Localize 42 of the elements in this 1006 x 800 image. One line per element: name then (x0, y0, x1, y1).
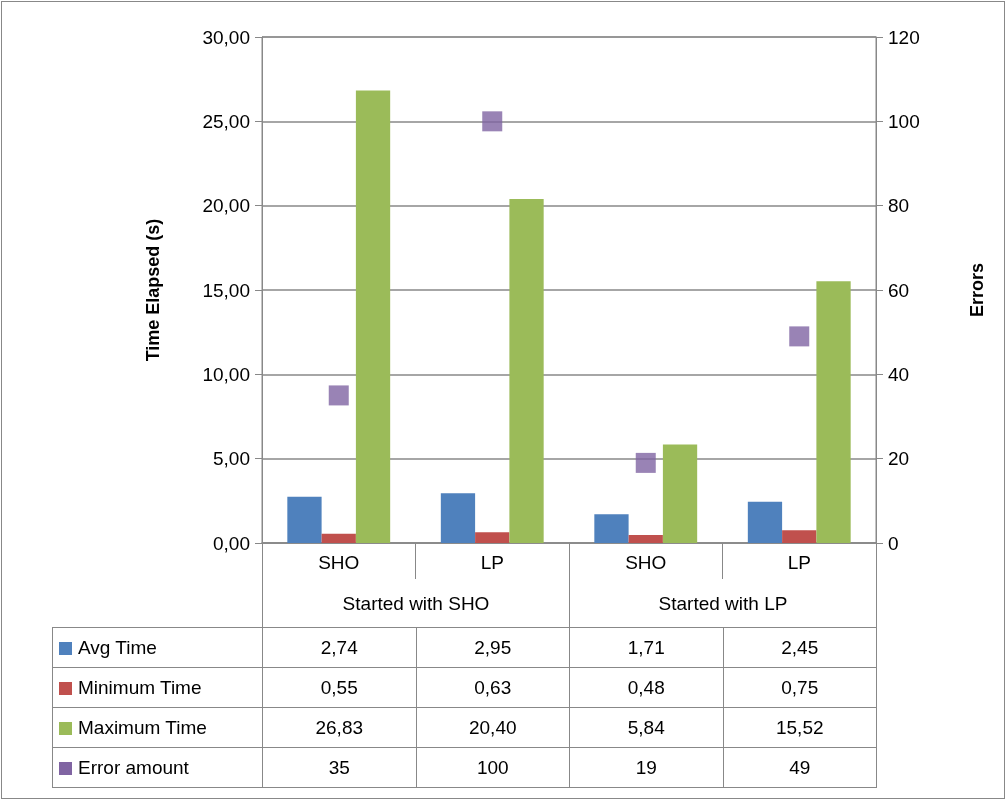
x-tick-label: SHO (318, 552, 360, 573)
data-label: 26,83 (262, 707, 416, 748)
y-tick-label: 0,00 (213, 532, 250, 554)
text: Started with LP (657, 593, 789, 615)
y2-tick-label: 120 (888, 26, 920, 48)
y2-tick-label: 60 (888, 279, 910, 301)
data-label: 1,71 (569, 627, 723, 668)
data-label: 0,48 (569, 667, 723, 708)
x-tick-label: SHO (625, 552, 667, 573)
legend-label: Maximum Time (52, 707, 263, 748)
data-label: 0,55 (262, 667, 416, 708)
legend-label: Error amount (52, 747, 263, 788)
y-tick-label: 15,00 (202, 279, 250, 301)
data-label: 20,40 (416, 707, 570, 748)
y2-tick-label: 0 (888, 532, 899, 554)
y-axis-title: Time Elapsed (s) (143, 218, 163, 362)
data-label: 2,74 (262, 627, 416, 668)
legend-label: Minimum Time (52, 667, 263, 708)
y-tick-label: 30,00 (202, 26, 250, 48)
y2-axis-title: Errors (967, 262, 987, 318)
data-label: 2,95 (416, 627, 570, 668)
data-label: 0,75 (723, 667, 877, 708)
data-label: 2,45 (723, 627, 877, 668)
y-tick-label: 10,00 (202, 363, 250, 385)
y2-tick-label: 100 (888, 110, 920, 132)
legend-label: Avg Time (52, 627, 263, 668)
x-tick-label: LP (480, 552, 504, 573)
data-label: 15,52 (723, 707, 877, 748)
data-label: 35 (262, 747, 416, 788)
y2-tick-label: 80 (888, 195, 910, 217)
y2-tick-label: 40 (888, 363, 910, 385)
y-tick-label: 20,00 (202, 195, 250, 217)
data-label: 0,63 (416, 667, 570, 708)
y2-tick-label: 20 (888, 448, 910, 470)
text: Started with SHO (341, 593, 491, 615)
data-label: 19 (569, 747, 723, 788)
data-label: 49 (723, 747, 877, 788)
x-tick-label: LP (787, 552, 811, 573)
y-tick-label: 5,00 (213, 448, 250, 470)
data-label: 100 (416, 747, 570, 788)
y-tick-label: 25,00 (202, 110, 250, 132)
data-label: 5,84 (569, 707, 723, 748)
